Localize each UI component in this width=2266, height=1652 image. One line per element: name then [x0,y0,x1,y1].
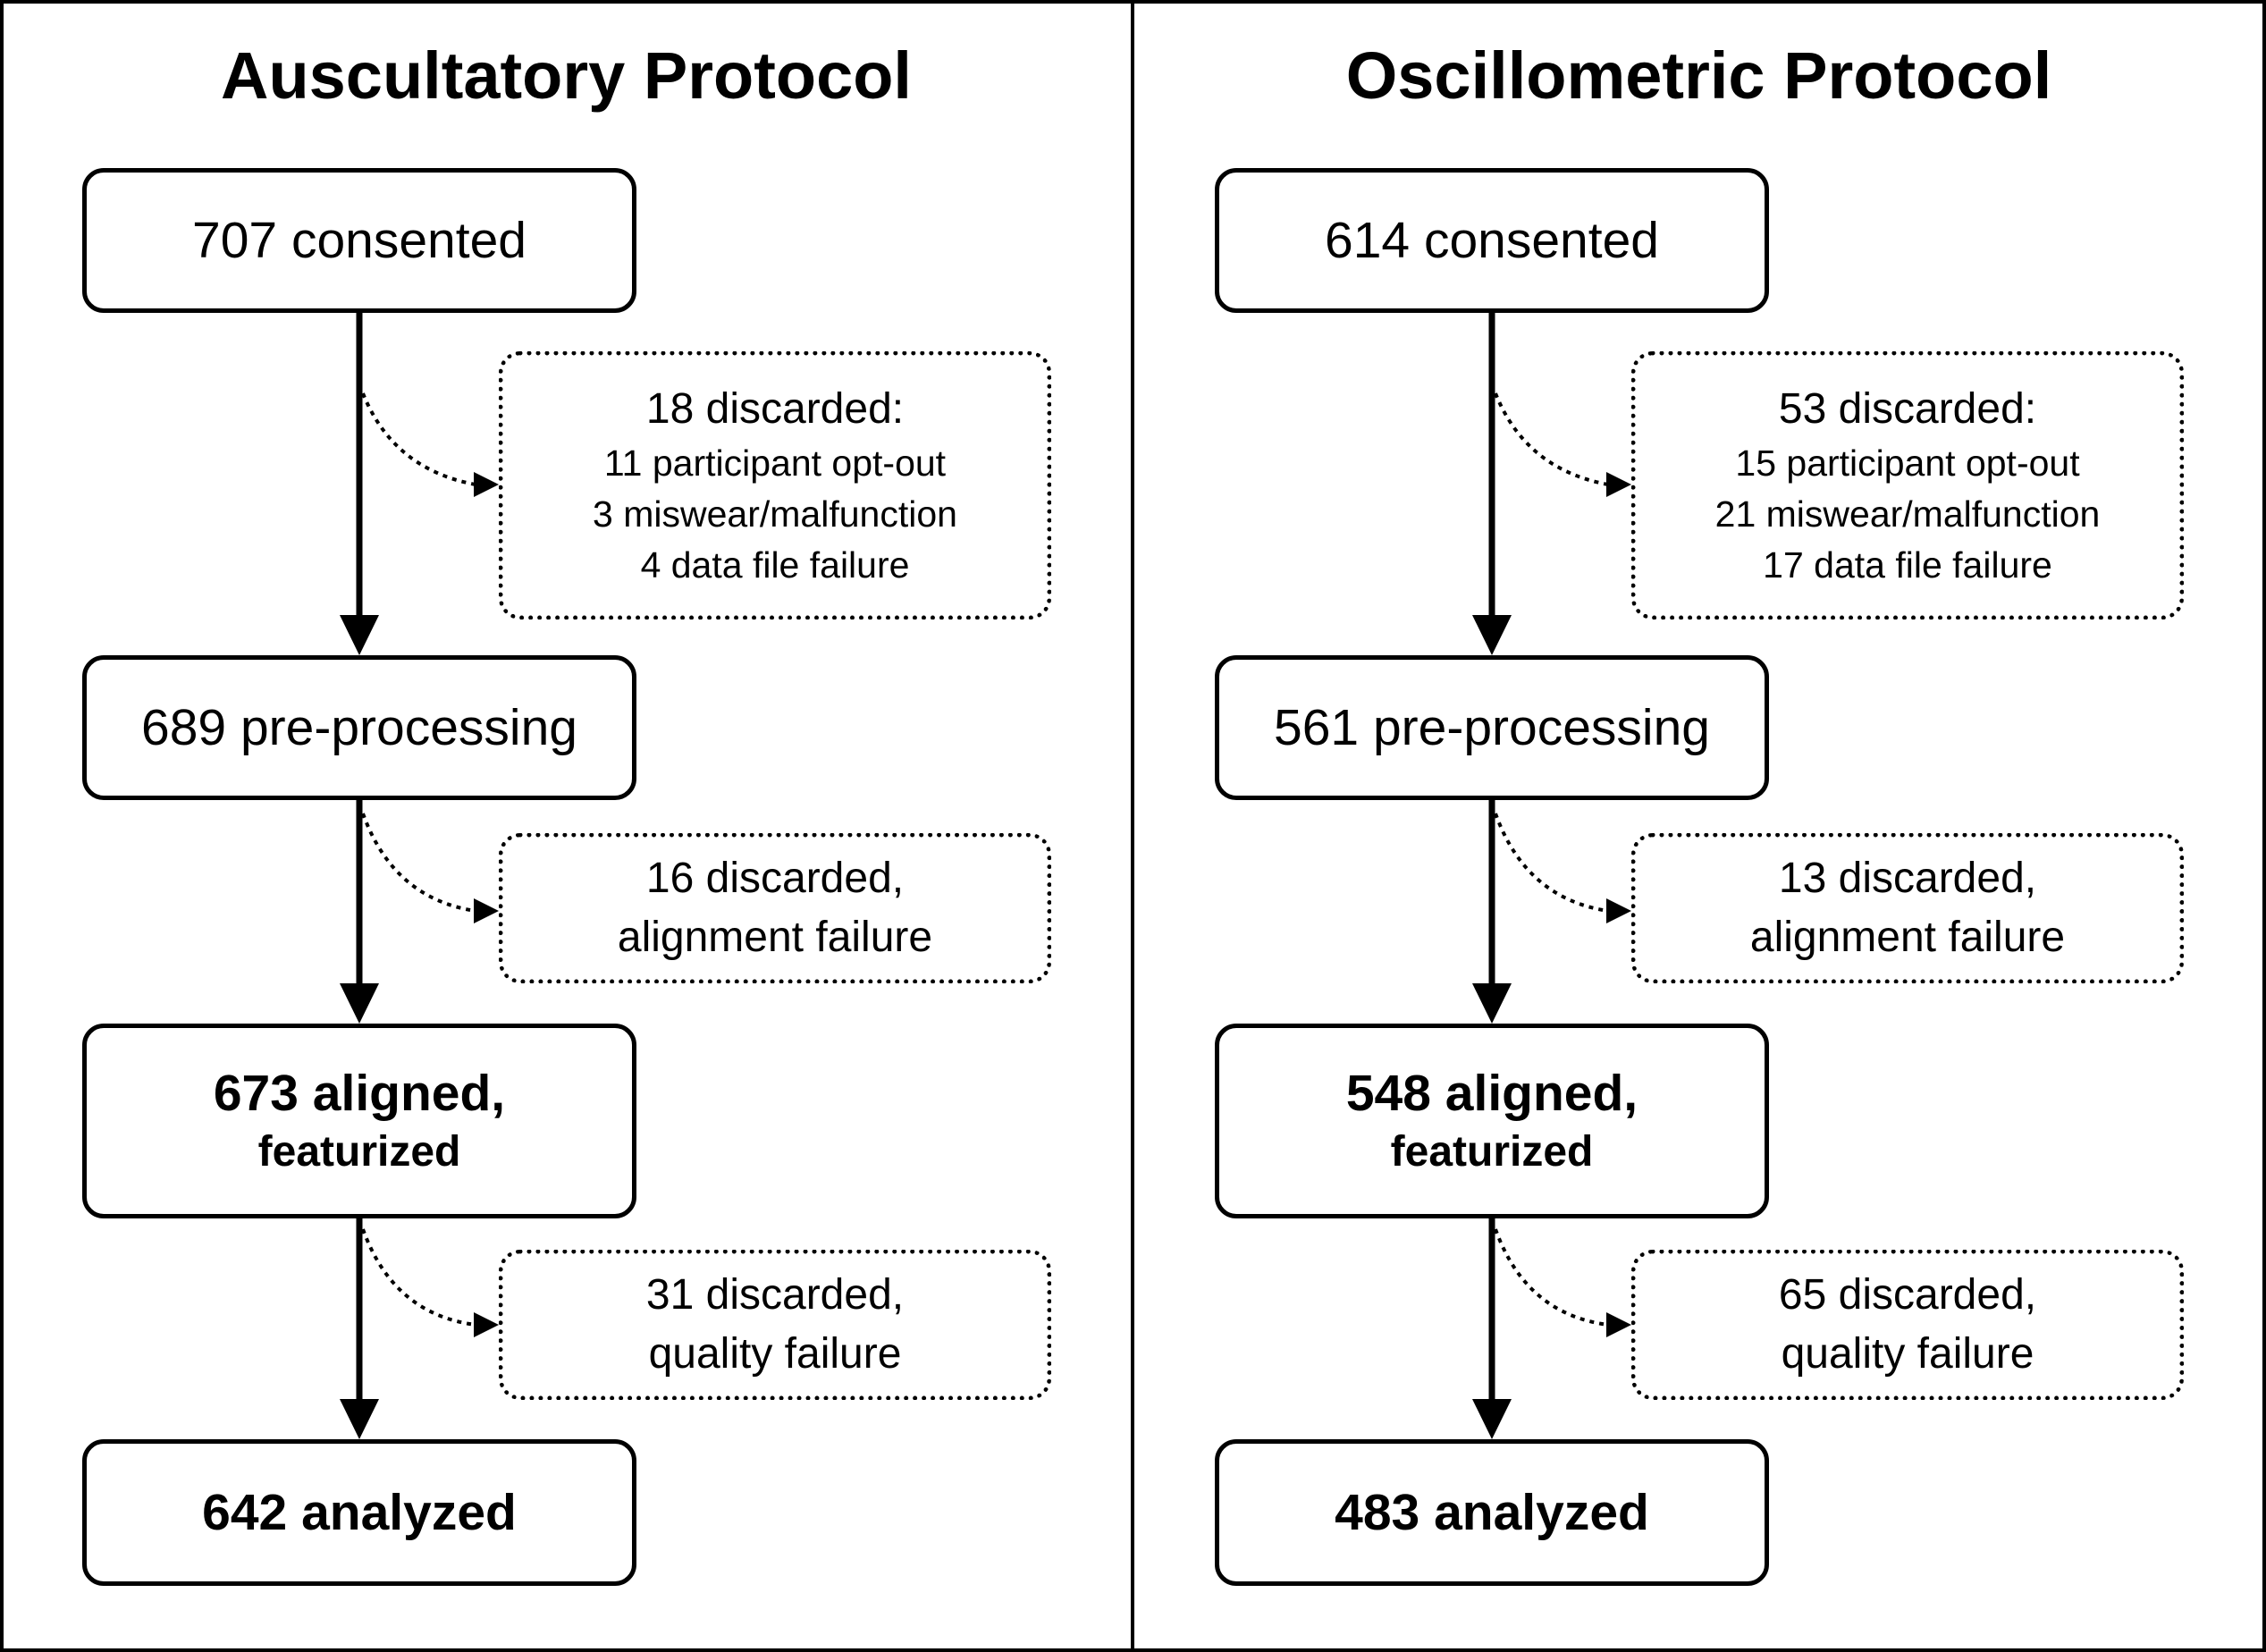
analyzed-box: 642 analyzed [82,1439,636,1586]
consented-label: 707 consented [192,212,526,269]
discard-reason: 4 data file failure [640,544,910,586]
discard-reason: alignment failure [1749,914,2066,961]
discard-heading: 18 discarded: [645,384,905,433]
aligned-label: 673 aligned, [213,1065,506,1122]
discard-box-quality: 31 discarded, quality failure [499,1250,1051,1400]
discard-reason: 11 participant opt-out [603,442,947,484]
featurized-label: featurized [1390,1128,1594,1176]
consented-box: 707 consented [82,168,636,313]
main-arrow-2 [340,800,379,1024]
discard-reason: quality failure [648,1330,902,1378]
discard-reason: 3 miswear/malfunction [593,493,957,535]
consented-label: 614 consented [1325,212,1659,269]
discard-arrow-1 [361,392,499,497]
preprocessing-label: 561 pre-processing [1274,699,1710,756]
consented-box: 614 consented [1215,168,1769,313]
analyzed-label: 483 analyzed [1335,1484,1649,1541]
discard-box-alignment: 13 discarded, alignment failure [1631,833,2184,983]
preprocessing-label: 689 pre-processing [141,699,577,756]
aligned-box: 673 aligned, featurized [82,1024,636,1218]
main-arrow-1 [1472,313,1512,655]
panel-title: Oscillometric Protocol [1345,38,2052,113]
main-arrow-1 [340,313,379,655]
discard-arrow-3 [361,1228,499,1337]
analyzed-box: 483 analyzed [1215,1439,1769,1586]
discard-count: 31 discarded, [645,1271,905,1319]
discard-reason: alignment failure [617,914,933,961]
featurized-label: featurized [257,1128,461,1176]
flow-arrows [340,313,499,1439]
flow-arrows [1472,313,1631,1439]
main-arrow-3 [340,1218,379,1439]
discard-arrow-2 [1494,813,1631,923]
panel-auscultatory: Auscultatory Protocol 707 consented 18 d… [82,38,1051,1586]
discard-count: 13 discarded, [1778,855,2037,902]
discard-box-consent: 53 discarded: 15 participant opt-out 21 … [1631,351,2184,620]
panel-title: Auscultatory Protocol [221,38,912,113]
discard-box-quality: 65 discarded, quality failure [1631,1250,2184,1400]
discard-reason: quality failure [1781,1330,2034,1378]
discard-arrow-3 [1494,1228,1631,1337]
discard-reason: 15 participant opt-out [1735,442,2080,484]
aligned-label: 548 aligned, [1345,1065,1638,1122]
main-arrow-2 [1472,800,1512,1024]
aligned-box: 548 aligned, featurized [1215,1024,1769,1218]
discard-count: 16 discarded, [645,855,905,902]
preprocessing-box: 561 pre-processing [1215,655,1769,800]
main-arrow-3 [1472,1218,1512,1439]
discard-reason: 17 data file failure [1763,544,2052,586]
discard-arrow-1 [1494,392,1631,497]
preprocessing-box: 689 pre-processing [82,655,636,800]
panel-oscillometric: Oscillometric Protocol 614 consented 53 … [1133,0,2265,1652]
discard-arrow-2 [361,813,499,923]
discard-reason: 21 miswear/malfunction [1714,493,2101,535]
discard-box-consent: 18 discarded: 11 participant opt-out 3 m… [499,351,1051,620]
discard-box-alignment: 16 discarded, alignment failure [499,833,1051,983]
discard-heading: 53 discarded: [1778,384,2037,433]
discard-count: 65 discarded, [1778,1271,2037,1319]
analyzed-label: 642 analyzed [202,1484,517,1541]
